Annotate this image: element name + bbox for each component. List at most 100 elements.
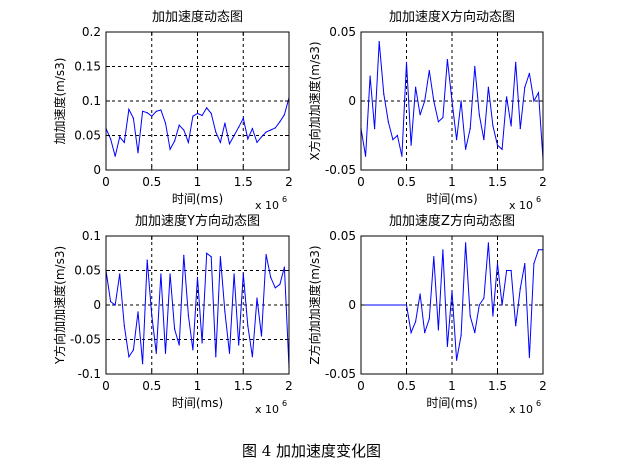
x-axis-label: 时间(ms) — [426, 192, 477, 206]
chart-title: 加加速度X方向动态图 — [389, 9, 515, 25]
data-point — [201, 342, 203, 344]
y-tick-label: 0 — [348, 94, 356, 108]
data-point — [446, 345, 449, 347]
data-point — [260, 335, 263, 337]
data-point — [519, 287, 521, 290]
data-point — [387, 121, 389, 123]
data-point — [109, 300, 112, 303]
data-point — [506, 96, 508, 98]
data-point — [487, 242, 489, 244]
data-point — [265, 131, 267, 133]
data-point — [415, 320, 417, 323]
data-point — [128, 356, 130, 358]
x-axis-label: 时间(ms) — [172, 192, 223, 206]
data-point — [123, 141, 125, 143]
data-point — [437, 329, 439, 331]
data-point — [524, 86, 526, 88]
data-point — [515, 325, 517, 327]
x-tick-label: 0.5 — [142, 175, 161, 189]
data-point — [396, 134, 398, 137]
data-point — [533, 263, 535, 265]
data-point — [483, 297, 485, 299]
data-point — [515, 61, 517, 63]
data-point — [528, 72, 530, 74]
y-tick-label: 0 — [93, 298, 101, 312]
data-point — [519, 128, 521, 130]
y-tick-label: 0.05 — [74, 129, 101, 143]
data-point — [219, 141, 221, 143]
data-point — [401, 155, 403, 157]
data-point — [142, 110, 144, 112]
data-point — [496, 263, 499, 265]
data-point — [201, 114, 203, 117]
x-tick-label: 0 — [357, 175, 365, 189]
data-point — [164, 122, 167, 124]
y-tick-label: 0.05 — [329, 229, 356, 243]
data-point — [469, 315, 471, 317]
y-tick-label: 0 — [93, 163, 101, 177]
data-point — [424, 332, 426, 334]
data-point — [183, 129, 185, 131]
data-point — [155, 110, 157, 112]
x-tick-label: 1 — [448, 379, 456, 393]
data-point — [451, 290, 453, 292]
data-point — [537, 92, 540, 94]
data-point — [206, 107, 208, 109]
data-point — [410, 332, 412, 334]
x-tick-label: 0.5 — [142, 379, 161, 393]
data-point — [119, 136, 121, 138]
x-exponent-label: x 10 — [255, 403, 279, 416]
y-tick-label: 0.05 — [329, 25, 356, 39]
chart-panel-3: 0 0.5 1 1.5 2 -0.1 -0.05 0 0.05 0.1 加加速度Y方向动态图时间(m… — [52, 213, 293, 416]
data-point — [478, 304, 480, 306]
data-point — [405, 304, 408, 306]
y-tick-label: 0.2 — [82, 25, 101, 39]
data-point — [533, 100, 535, 102]
data-point — [128, 108, 130, 110]
data-point — [455, 359, 458, 361]
data-point — [465, 242, 467, 244]
data-point — [151, 115, 153, 117]
data-point — [383, 93, 385, 95]
data-point — [174, 328, 176, 330]
x-exponent-label: x 10 — [255, 199, 279, 212]
x-axis-label: 时间(ms) — [426, 396, 477, 410]
data-point — [242, 117, 244, 119]
y-tick-label: -0.05 — [325, 367, 356, 381]
data-point — [169, 148, 171, 150]
data-point — [433, 256, 435, 258]
x-tick-label: 0 — [102, 175, 110, 189]
data-point — [455, 139, 458, 141]
data-point — [109, 138, 112, 140]
data-point — [283, 114, 286, 116]
data-point — [283, 266, 286, 268]
data-point — [428, 70, 430, 72]
data-point — [501, 304, 503, 306]
x-tick-label: 1.5 — [488, 175, 507, 189]
data-point — [178, 124, 180, 126]
y-axis-label: Z方向加加速度(m/s3) — [307, 245, 322, 364]
data-point — [442, 249, 444, 251]
data-point — [474, 65, 476, 68]
data-point — [256, 141, 258, 143]
data-point — [238, 126, 240, 128]
data-point — [119, 273, 121, 275]
data-point — [279, 121, 281, 123]
chart-title: 加加速度动态图 — [152, 9, 243, 25]
data-point — [114, 155, 116, 157]
y-tick-label: 0.1 — [82, 229, 101, 243]
y-tick-label: -0.1 — [78, 367, 101, 381]
data-point — [442, 116, 444, 119]
x-exponent-label: x 10 — [509, 403, 533, 416]
data-point — [196, 112, 199, 115]
data-point — [178, 344, 180, 346]
data-point — [155, 352, 157, 354]
x-tick-label: 1.5 — [234, 379, 253, 393]
data-point — [428, 318, 430, 320]
data-point — [478, 114, 480, 116]
y-tick-label: -0.05 — [70, 333, 101, 347]
x-tick-label: 0.5 — [397, 379, 416, 393]
chart-title: 加加速度Y方向动态图 — [135, 213, 260, 229]
data-point — [378, 41, 380, 43]
